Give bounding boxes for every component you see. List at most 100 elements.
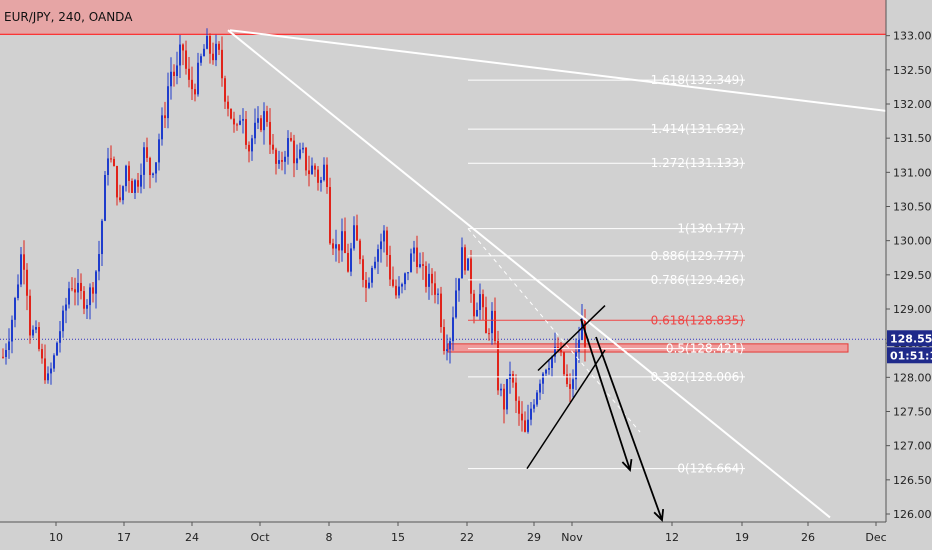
candle (545, 368, 547, 376)
candle-body (83, 291, 85, 309)
candle (578, 326, 580, 363)
candle (113, 156, 115, 167)
candle (119, 184, 121, 203)
fib-label: 0.786(129.426) (651, 273, 744, 287)
candle-body (530, 408, 532, 420)
candle (278, 150, 280, 169)
candle (437, 288, 439, 305)
wedge-upper-line (537, 305, 606, 372)
candle (164, 101, 166, 129)
candle (170, 57, 172, 100)
candle-body (416, 247, 418, 267)
candle (467, 258, 469, 271)
countdown-badge (887, 347, 932, 364)
candle-body (170, 71, 172, 87)
candle-body (155, 162, 157, 174)
candle (254, 108, 256, 145)
candle-body (554, 346, 556, 357)
candle (200, 53, 202, 66)
candle (446, 334, 448, 361)
candle-body (59, 331, 61, 343)
candle (146, 137, 148, 162)
arrow-long-head (653, 508, 665, 522)
y-tick-label: 129.500 (893, 269, 932, 282)
candle-body (335, 244, 337, 249)
candle (11, 315, 13, 354)
candle-body (74, 289, 76, 293)
candle (509, 361, 511, 394)
candle (260, 115, 262, 133)
candle-body (248, 144, 250, 152)
y-axis: 133.000 132.500 132.000 131.500 131.000 130.5… (885, 0, 932, 550)
candle-body (278, 160, 280, 164)
candle-body (92, 287, 94, 294)
y-tick-label: 133.000 (893, 30, 932, 43)
candle (134, 178, 136, 200)
candle (266, 105, 268, 127)
candle (29, 289, 31, 344)
candle-body (311, 165, 313, 175)
candle-body (161, 115, 163, 140)
candle (212, 42, 214, 65)
candle-body (329, 187, 331, 244)
y-tick-label: 131.000 (893, 166, 932, 179)
fib-label: 0.886(129.777) (651, 249, 744, 263)
candle (497, 330, 499, 395)
candle (473, 289, 475, 324)
candle (575, 338, 577, 391)
candle-body (143, 147, 145, 175)
candle-body (38, 327, 40, 350)
candle (98, 240, 100, 281)
candle (329, 177, 331, 245)
candle (167, 72, 169, 129)
candle (149, 156, 151, 189)
candle-body (551, 356, 553, 369)
candle (197, 52, 199, 97)
candle (569, 373, 571, 403)
candle-body (341, 231, 343, 251)
candle (62, 305, 64, 338)
candle-body (179, 44, 181, 66)
candle-body (461, 247, 463, 279)
y-tick-label: 130.500 (893, 200, 932, 213)
candle-body (437, 293, 439, 295)
candle-body (395, 285, 397, 296)
upper-trendline (229, 29, 887, 112)
candle-body (293, 140, 295, 164)
candle (356, 214, 358, 241)
candle (443, 319, 445, 355)
x-tick-label: Nov (561, 531, 583, 544)
candle-body (41, 349, 43, 359)
candle-body (188, 68, 190, 80)
candle-body (503, 388, 505, 410)
candle (464, 244, 466, 275)
candle (554, 332, 556, 363)
candle (302, 142, 304, 154)
candle-body (380, 241, 382, 250)
candle (173, 64, 175, 87)
candle (83, 286, 85, 315)
candle-body (314, 165, 316, 170)
candle-body (545, 369, 547, 374)
candle-body (449, 341, 451, 350)
candle (536, 390, 538, 407)
candle-body (107, 158, 109, 176)
candle-body (80, 282, 82, 292)
y-tick-label: 129.000 (893, 303, 932, 316)
candle (344, 217, 346, 254)
candle (107, 147, 109, 186)
candle-body (104, 175, 106, 221)
candle-body (260, 118, 262, 131)
candle (371, 265, 373, 288)
candle-body (566, 374, 568, 385)
candle-body (68, 288, 70, 305)
candle-body (230, 108, 232, 119)
candle-body (452, 317, 454, 342)
candle (359, 238, 361, 265)
candle-body (272, 144, 274, 150)
candle-body (371, 267, 373, 283)
candle (572, 369, 574, 398)
candle-body (500, 388, 502, 391)
candle (539, 379, 541, 400)
